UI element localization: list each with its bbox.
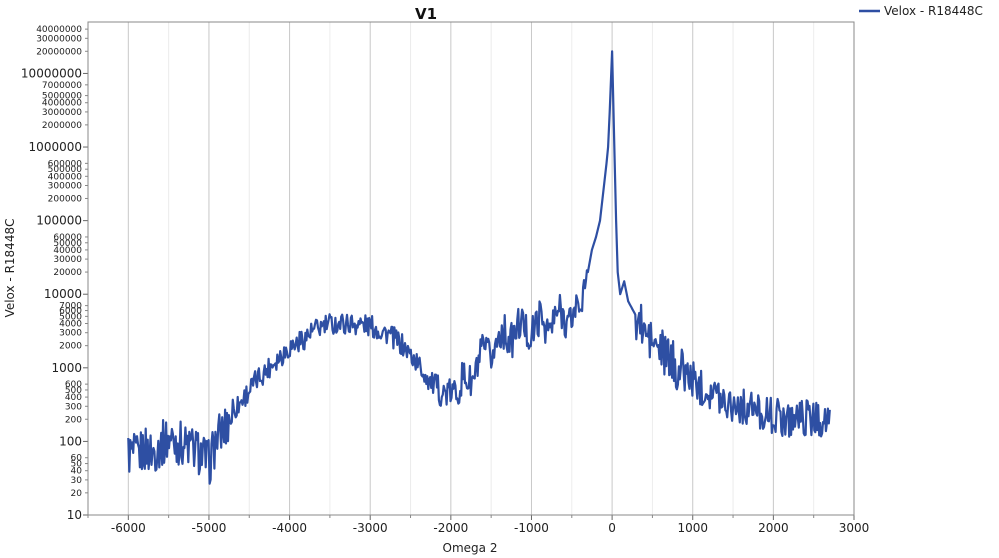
y-minor-tick-label: 40000 [53, 246, 82, 256]
y-tick-label: 1000 [51, 361, 82, 375]
x-axis-label: Omega 2 [443, 541, 498, 555]
y-tick-label: 1000000 [29, 140, 82, 154]
y-minor-tick-label: 30000 [53, 255, 82, 265]
y-minor-tick-label: 7000 [59, 302, 82, 312]
x-tick-label: -2000 [433, 521, 468, 535]
x-tick-label: 2000 [758, 521, 789, 535]
x-axis-ticks: -6000 -5000 -4000 -3000 -2000 -1000 0 1000 2000 3… [87, 515, 870, 535]
y-axis-ticks: 1010010001000010000010000001000000020304… [21, 25, 88, 522]
y-minor-tick-label: 200000 [48, 194, 83, 204]
series-layer [127, 50, 831, 485]
y-tick-label: 100000 [36, 214, 82, 228]
y-minor-tick-label: 50 [71, 460, 83, 470]
x-tick-label: -4000 [272, 521, 307, 535]
y-minor-tick-label: 30000000 [36, 34, 82, 44]
y-tick-label: 10 [67, 508, 82, 522]
x-tick-label: -5000 [192, 521, 227, 535]
y-minor-tick-label: 60000 [53, 233, 82, 243]
y-minor-tick-label: 5000000 [42, 92, 82, 102]
y-minor-tick-label: 2000000 [42, 121, 82, 131]
y-minor-tick-label: 20 [71, 489, 83, 499]
y-minor-tick-label: 40000000 [36, 25, 82, 35]
y-minor-tick-label: 7000000 [42, 81, 82, 91]
plot-frame [87, 21, 855, 516]
y-minor-tick-label: 50000 [53, 239, 82, 249]
y-tick-label: 10000 [44, 287, 82, 301]
legend-label: Velox - R18448C [884, 4, 983, 18]
x-tick-label: -1000 [514, 521, 549, 535]
y-minor-tick-label: 3000 [59, 329, 82, 339]
y-minor-tick-label: 4000 [59, 320, 82, 330]
y-tick-label: 100 [59, 434, 82, 448]
y-minor-tick-label: 500 [65, 386, 82, 396]
y-minor-tick-label: 6000 [59, 307, 82, 317]
x-tick-label: 0 [608, 521, 616, 535]
y-axis-label: Velox - R18448C [3, 219, 17, 318]
y-minor-tick-label: 5000 [59, 312, 82, 322]
y-minor-tick-label: 2000 [59, 342, 82, 352]
x-tick-label: 3000 [839, 521, 870, 535]
y-minor-tick-label: 400 [65, 393, 82, 403]
y-minor-tick-label: 300 [65, 402, 82, 412]
x-tick-label: -3000 [353, 521, 388, 535]
y-minor-tick-label: 4000000 [42, 99, 82, 109]
series-line-0 [127, 50, 831, 485]
x-tick-label: -6000 [111, 521, 146, 535]
y-minor-tick-label: 40 [71, 467, 83, 477]
y-minor-tick-label: 20000000 [36, 47, 82, 57]
y-minor-tick-label: 400000 [48, 172, 83, 182]
x-tick-label: 1000 [677, 521, 708, 535]
y-minor-tick-label: 600 [65, 380, 82, 390]
y-minor-tick-label: 500000 [48, 165, 83, 175]
y-minor-tick-label: 60 [71, 454, 83, 464]
y-minor-tick-label: 600000 [48, 159, 83, 169]
y-minor-tick-label: 20000 [53, 268, 82, 278]
y-minor-tick-label: 30 [71, 476, 83, 486]
legend: Velox - R18448C [859, 4, 983, 18]
chart-title: V1 [415, 5, 437, 23]
y-minor-tick-label: 200 [65, 415, 82, 425]
y-tick-label: 10000000 [21, 66, 82, 80]
y-minor-tick-label: 3000000 [42, 108, 82, 118]
y-minor-tick-label: 300000 [48, 182, 83, 192]
